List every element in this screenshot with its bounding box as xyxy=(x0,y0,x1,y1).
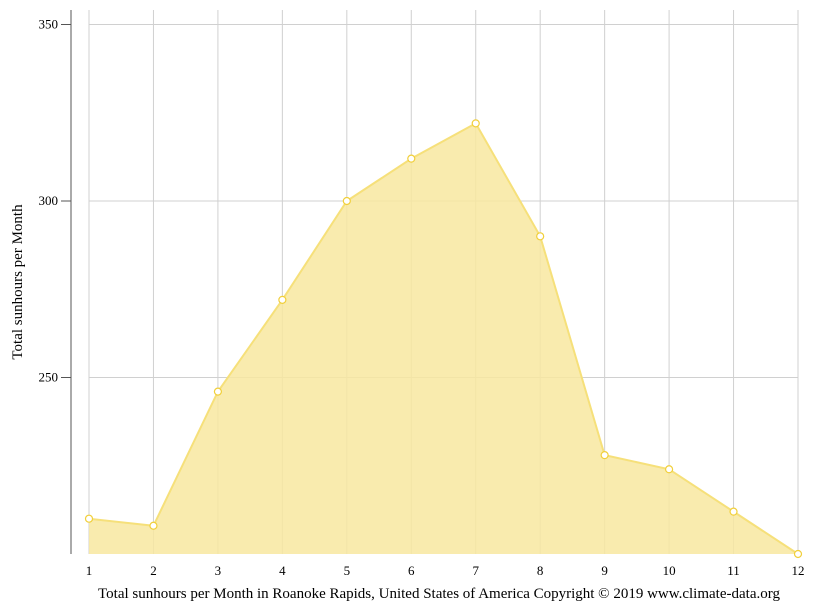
x-tick-label: 5 xyxy=(344,563,351,578)
x-tick-label: 10 xyxy=(663,563,676,578)
area-series xyxy=(88,121,799,555)
x-tick-label: 12 xyxy=(792,563,805,578)
area-line xyxy=(88,121,799,555)
x-tick-label: 1 xyxy=(86,563,93,578)
data-point xyxy=(536,232,545,241)
x-tick-label: 6 xyxy=(408,563,415,578)
data-point xyxy=(149,521,158,530)
data-point xyxy=(664,465,674,474)
data-point xyxy=(471,119,480,128)
y-axis-title: Total sunhours per Month xyxy=(10,204,26,360)
x-tick-label: 4 xyxy=(279,563,286,578)
data-point xyxy=(729,507,738,516)
x-tick-label: 2 xyxy=(150,563,157,578)
y-tick-label: 300 xyxy=(39,193,59,208)
x-tick-label: 3 xyxy=(215,563,222,578)
data-point xyxy=(342,196,351,206)
x-ticks: 1 2 3 4 5 6 7 8 9 10 11 12 xyxy=(86,563,805,578)
chart-caption: Total sunhours per Month in Roanoke Rapi… xyxy=(98,586,780,602)
data-point xyxy=(213,387,223,396)
data-point xyxy=(278,295,287,304)
y-tick-label: 250 xyxy=(39,370,59,385)
area-fill xyxy=(89,123,798,554)
data-point xyxy=(793,549,803,559)
data-point xyxy=(84,514,94,523)
x-tick-label: 7 xyxy=(472,563,479,578)
x-tick-label: 8 xyxy=(537,563,544,578)
data-point xyxy=(407,154,416,163)
x-tick-label: 9 xyxy=(601,563,608,578)
y-ticks: 250 300 350 xyxy=(39,17,71,385)
data-point xyxy=(600,451,609,460)
y-tick-label: 350 xyxy=(39,17,59,32)
data-points xyxy=(84,119,803,559)
x-tick-label: 11 xyxy=(727,563,740,578)
